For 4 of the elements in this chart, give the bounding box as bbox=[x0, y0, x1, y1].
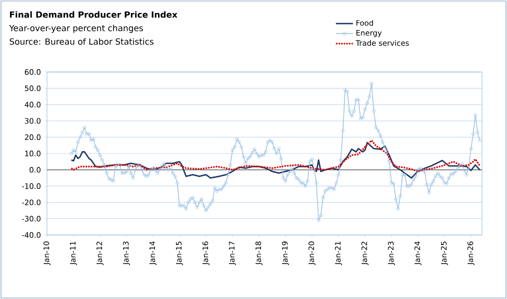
line-series bbox=[70, 142, 480, 179]
chart-title: Final Demand Producer Price Index bbox=[10, 11, 178, 18]
source-note: Source: Bureau of Labor Statistics bbox=[10, 38, 154, 45]
chart-subtitle: Year-over-year percent changes bbox=[9, 24, 143, 33]
